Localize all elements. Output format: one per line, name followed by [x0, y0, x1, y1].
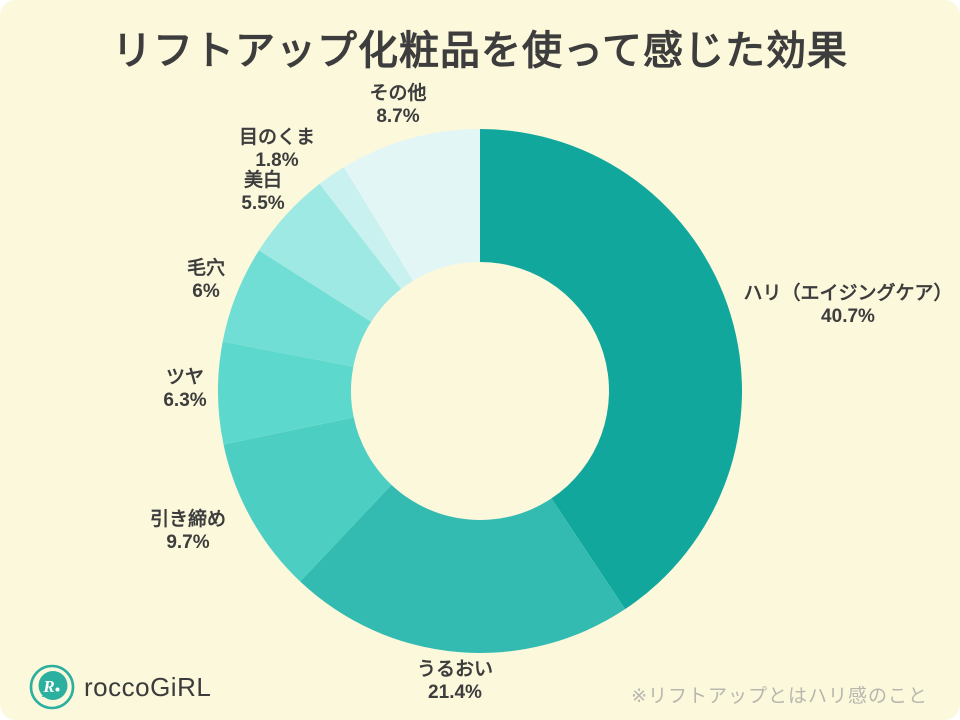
slice-label-7: その他 8.7% — [369, 82, 426, 128]
slice-label-5: 美白 5.5% — [241, 169, 284, 215]
pie-slice-3 — [218, 341, 354, 445]
slice-label-0: ハリ（エイジングケア） 40.7% — [743, 282, 952, 328]
pie-slice-7 — [343, 129, 480, 281]
slice-value: 5.5% — [241, 193, 285, 214]
pie-slice-6 — [319, 167, 414, 290]
slice-value: 6% — [192, 281, 220, 302]
pie-slice-4 — [222, 250, 372, 367]
slice-category: ハリ（エイジングケア） — [743, 283, 953, 304]
slice-category: 引き締め — [149, 509, 227, 530]
pie-slice-5 — [258, 183, 402, 322]
brand-logo-group: R roccoGiRL — [29, 664, 211, 710]
brand-name: roccoGiRL — [84, 671, 212, 702]
footnote: ※リフトアップとはハリ感のこと — [631, 686, 928, 707]
slice-label-1: うるおい 21.4% — [417, 658, 493, 704]
slice-category: 美白 — [243, 170, 282, 191]
slice-label-6: 目のくま 1.8% — [239, 126, 315, 172]
slice-category: 目のくま — [238, 127, 316, 148]
pie-slice-1 — [300, 484, 626, 653]
slice-category: 毛穴 — [186, 258, 226, 279]
svg-text:R: R — [42, 677, 54, 696]
pie-slice-0 — [480, 129, 743, 610]
slice-label-4: 毛穴 6% — [187, 257, 225, 303]
slice-value: 8.7% — [376, 106, 420, 127]
slice-label-3: ツヤ 6.3% — [163, 366, 206, 412]
chart-title: リフトアップ化粧品を使って感じた効果 — [112, 29, 848, 73]
slice-category: その他 — [369, 83, 427, 104]
pie-slice-2 — [223, 417, 392, 582]
slice-category: うるおい — [416, 659, 494, 680]
slice-category: ツヤ — [165, 367, 204, 388]
slice-value: 40.7% — [821, 306, 875, 327]
slice-label-2: 引き締め 9.7% — [150, 508, 226, 554]
brand-logo-icon: R — [29, 664, 75, 710]
slice-value: 1.8% — [255, 150, 299, 171]
slice-value: 6.3% — [163, 390, 207, 411]
slice-value: 21.4% — [428, 682, 482, 703]
slice-value: 9.7% — [166, 532, 210, 553]
